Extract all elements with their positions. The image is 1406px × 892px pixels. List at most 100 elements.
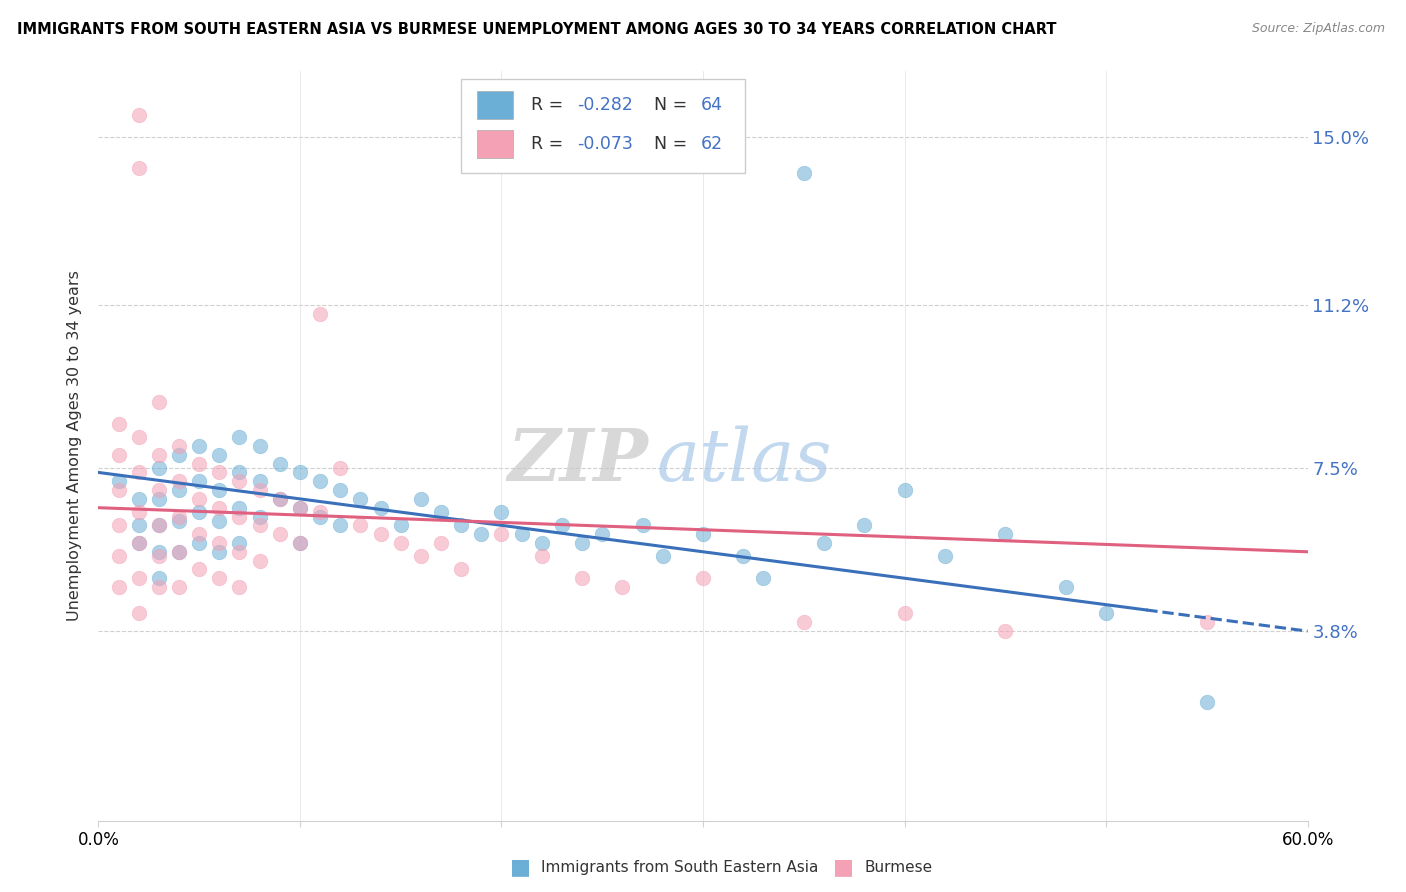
Point [188, 505, 211, 519]
Point [793, 615, 815, 630]
Point [188, 457, 211, 471]
Point [128, 108, 150, 122]
Point [309, 505, 332, 519]
Point [530, 536, 553, 550]
Point [228, 500, 250, 515]
Point [148, 395, 170, 409]
Point [994, 624, 1017, 639]
Point [409, 549, 432, 564]
Point [208, 483, 231, 497]
Point [188, 491, 211, 506]
Point [228, 580, 250, 594]
Y-axis label: Unemployment Among Ages 30 to 34 years: Unemployment Among Ages 30 to 34 years [67, 270, 83, 622]
Point [228, 430, 250, 444]
Point [249, 553, 271, 567]
Point [793, 166, 815, 180]
FancyBboxPatch shape [477, 91, 513, 120]
Point [893, 483, 915, 497]
Point [450, 518, 472, 533]
Point [188, 439, 211, 453]
Point [269, 457, 291, 471]
Point [349, 491, 371, 506]
Point [329, 518, 352, 533]
Point [491, 527, 513, 541]
Point [167, 580, 190, 594]
Point [208, 545, 231, 559]
Point [148, 461, 170, 475]
Point [752, 571, 775, 585]
Point [167, 545, 190, 559]
Point [249, 509, 271, 524]
Point [571, 536, 593, 550]
Point [591, 527, 613, 541]
Point [1054, 580, 1077, 594]
Point [188, 536, 211, 550]
Point [329, 461, 352, 475]
Point [370, 500, 392, 515]
Point [389, 518, 412, 533]
Text: ■: ■ [834, 857, 853, 877]
Point [148, 580, 170, 594]
Point [329, 483, 352, 497]
Point [269, 491, 291, 506]
Point [128, 536, 150, 550]
Point [631, 518, 654, 533]
Point [249, 439, 271, 453]
Point [692, 527, 714, 541]
Text: Immigrants from South Eastern Asia: Immigrants from South Eastern Asia [541, 860, 818, 874]
Point [309, 307, 332, 321]
Point [269, 491, 291, 506]
Point [430, 536, 453, 550]
Point [612, 580, 634, 594]
Point [288, 466, 311, 480]
Point [530, 549, 553, 564]
Point [208, 500, 231, 515]
Point [1195, 695, 1218, 709]
Point [148, 571, 170, 585]
Point [409, 491, 432, 506]
Point [167, 439, 190, 453]
Point [208, 571, 231, 585]
Text: Burmese: Burmese [865, 860, 932, 874]
Point [1095, 607, 1118, 621]
FancyBboxPatch shape [461, 78, 745, 172]
Point [148, 545, 170, 559]
Text: -0.282: -0.282 [578, 96, 633, 114]
Point [269, 527, 291, 541]
Point [430, 505, 453, 519]
Point [128, 571, 150, 585]
Point [128, 466, 150, 480]
Point [167, 475, 190, 489]
Point [128, 536, 150, 550]
Point [107, 483, 129, 497]
Point [349, 518, 371, 533]
Point [167, 514, 190, 528]
Point [733, 549, 755, 564]
FancyBboxPatch shape [477, 130, 513, 158]
Point [288, 536, 311, 550]
Point [167, 509, 190, 524]
Point [893, 607, 915, 621]
Point [107, 580, 129, 594]
Point [208, 514, 231, 528]
Point [107, 475, 129, 489]
Point [853, 518, 876, 533]
Text: N =: N = [643, 135, 692, 153]
Point [148, 549, 170, 564]
Point [107, 549, 129, 564]
Point [167, 448, 190, 462]
Text: atlas: atlas [657, 425, 832, 496]
Point [551, 518, 574, 533]
Text: N =: N = [643, 96, 692, 114]
Point [148, 448, 170, 462]
Point [228, 475, 250, 489]
Text: 64: 64 [700, 96, 723, 114]
Point [167, 545, 190, 559]
Point [288, 500, 311, 515]
Text: IMMIGRANTS FROM SOUTH EASTERN ASIA VS BURMESE UNEMPLOYMENT AMONG AGES 30 TO 34 Y: IMMIGRANTS FROM SOUTH EASTERN ASIA VS BU… [17, 22, 1056, 37]
Point [188, 475, 211, 489]
Point [249, 483, 271, 497]
Point [188, 527, 211, 541]
Point [167, 483, 190, 497]
Point [208, 466, 231, 480]
